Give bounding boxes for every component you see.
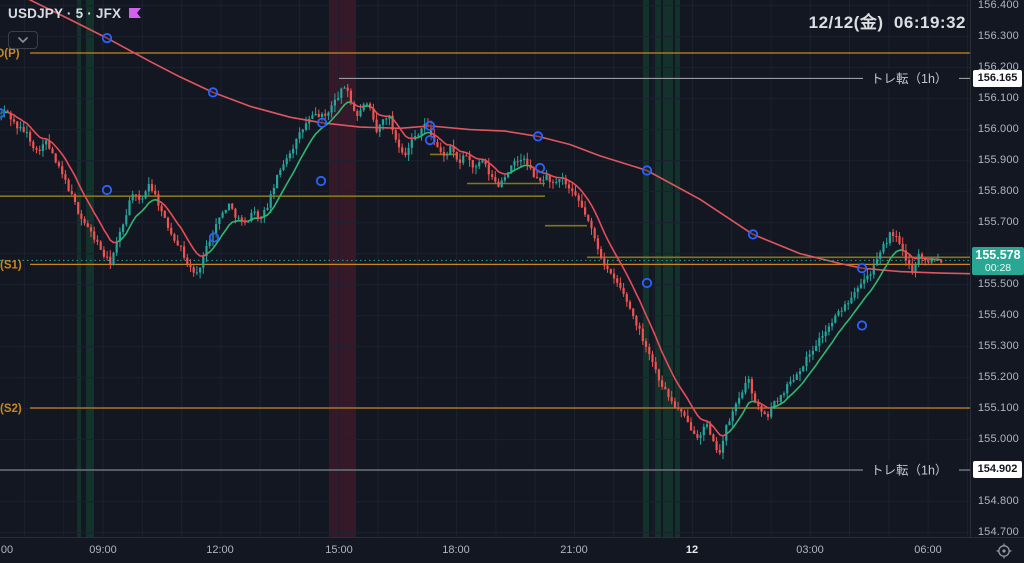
time-label: 18:00 (442, 544, 470, 556)
session-band (643, 0, 649, 537)
hour-marker-circle (101, 32, 113, 44)
hour-marker-circle (208, 232, 220, 243)
price-tick: 155.500 (977, 278, 1019, 291)
datetime-display: 12/12(金) 06:19:32 (808, 13, 966, 32)
time-label: 06:00 (914, 544, 942, 556)
fast-ma-segment (430, 132, 509, 175)
hour-marker-circle (856, 320, 868, 331)
fast-ma-segment (116, 198, 159, 243)
price-tick: 154.700 (977, 526, 1019, 539)
fast-ma-segment (350, 101, 364, 108)
time-label: 09:00 (89, 544, 117, 556)
axis-settings-gear-icon[interactable] (996, 543, 1012, 559)
symbol-title[interactable]: USDJPY · 5 · JFX (8, 6, 122, 21)
time-label: 21:00 (560, 544, 588, 556)
price-tick: 155.700 (977, 216, 1019, 229)
hour-marker-circle (532, 131, 544, 142)
fast-ma-segment (157, 200, 207, 257)
trend-label-bg (863, 460, 959, 479)
fast-ma-segment (388, 115, 394, 120)
session-band (655, 0, 661, 537)
time-axis[interactable]: 00 09:00 12:00 15:00 18:00 21:00 12 03:00 06:00 (0, 537, 1024, 563)
trend-label-bg (863, 69, 959, 88)
pivot-label: (S1) (0, 259, 22, 271)
session-band (675, 0, 680, 537)
current-price-value: 155.578 (975, 248, 1021, 263)
hour-marker-circle (747, 229, 759, 240)
fast-ma-segment (363, 105, 371, 108)
price-tick: 155.000 (977, 433, 1019, 446)
fast-ma-segment (260, 101, 351, 219)
time-label: 03:00 (796, 544, 824, 556)
chevron-down-icon (18, 37, 28, 43)
fast-ma-segment (770, 249, 903, 409)
hour-marker-circle (316, 117, 328, 128)
legend-collapse-button[interactable] (8, 31, 38, 49)
fast-ma-segment (725, 400, 756, 435)
fast-ma-segment (414, 131, 432, 139)
time-label: 15:00 (325, 544, 353, 556)
hour-marker-circle (101, 184, 113, 196)
time-label: 12:00 (206, 544, 234, 556)
session-band (663, 0, 673, 537)
hour-marker-circle (424, 135, 436, 146)
session-band (77, 0, 81, 537)
current-price-badge: 155.578 00:28 (972, 247, 1024, 276)
price-tick: 154.800 (977, 495, 1019, 508)
session-band (86, 0, 94, 537)
fast-ma-segment (507, 164, 531, 175)
hour-marker-circle (424, 120, 436, 132)
hour-marker-circle (0, 108, 6, 119)
fast-ma-segment (7, 111, 117, 244)
chart-legend[interactable]: USDJPY · 5 · JFX (8, 6, 142, 21)
hour-marker-circle (207, 87, 219, 98)
price-tick: 155.800 (977, 185, 1019, 198)
trend-label: トレ転（1h） (871, 72, 947, 86)
fast-ma-segment (902, 249, 919, 260)
price-tick: 156.400 (977, 0, 1019, 12)
session-band (329, 0, 356, 537)
hour-marker-circle (856, 263, 868, 274)
pivot-label: D(P) (0, 48, 20, 60)
fast-ma-segment (247, 217, 258, 222)
trend-label: トレ転（1h） (871, 463, 947, 477)
fast-ma-segment (754, 400, 772, 409)
hour-marker-circle (641, 277, 653, 289)
hour-marker-circle (641, 165, 653, 176)
level-price-badge: 154.902 (973, 461, 1022, 479)
fast-ma-segment (369, 105, 390, 118)
price-tick: 155.100 (977, 402, 1019, 415)
chart-canvas[interactable]: トレ転（1h） トレ転（1h） D(P) (S1) (S2) (0, 0, 970, 537)
fast-ma-segment (391, 118, 416, 140)
hour-marker-circle (534, 162, 546, 174)
fast-ma-segment (530, 165, 727, 437)
price-tick: 155.900 (977, 154, 1019, 167)
bar-countdown: 00:28 (984, 262, 1012, 275)
price-tick: 156.000 (977, 123, 1019, 136)
pivot-label: (S2) (0, 403, 22, 415)
level-price-badge: 156.165 (973, 69, 1022, 87)
slow-ma-line (28, 0, 970, 275)
fast-ma-segment (206, 219, 242, 255)
price-tick: 156.300 (977, 30, 1019, 43)
price-tick: 155.400 (977, 309, 1019, 322)
price-tick: 155.300 (977, 340, 1019, 353)
price-axis[interactable]: 155.578 00:28 156.400 156.300 156.200 156.1… (970, 0, 1024, 539)
hour-marker-circle (315, 175, 327, 187)
candle-series (0, 84, 943, 460)
price-tick: 156.100 (977, 92, 1019, 105)
time-label: 00 (0, 544, 14, 556)
price-tick: 155.200 (977, 371, 1019, 384)
fast-ma-segment (934, 258, 942, 261)
fast-ma-segment (921, 257, 932, 260)
time-label-day: 12 (685, 544, 699, 556)
flag-icon[interactable] (128, 7, 142, 20)
